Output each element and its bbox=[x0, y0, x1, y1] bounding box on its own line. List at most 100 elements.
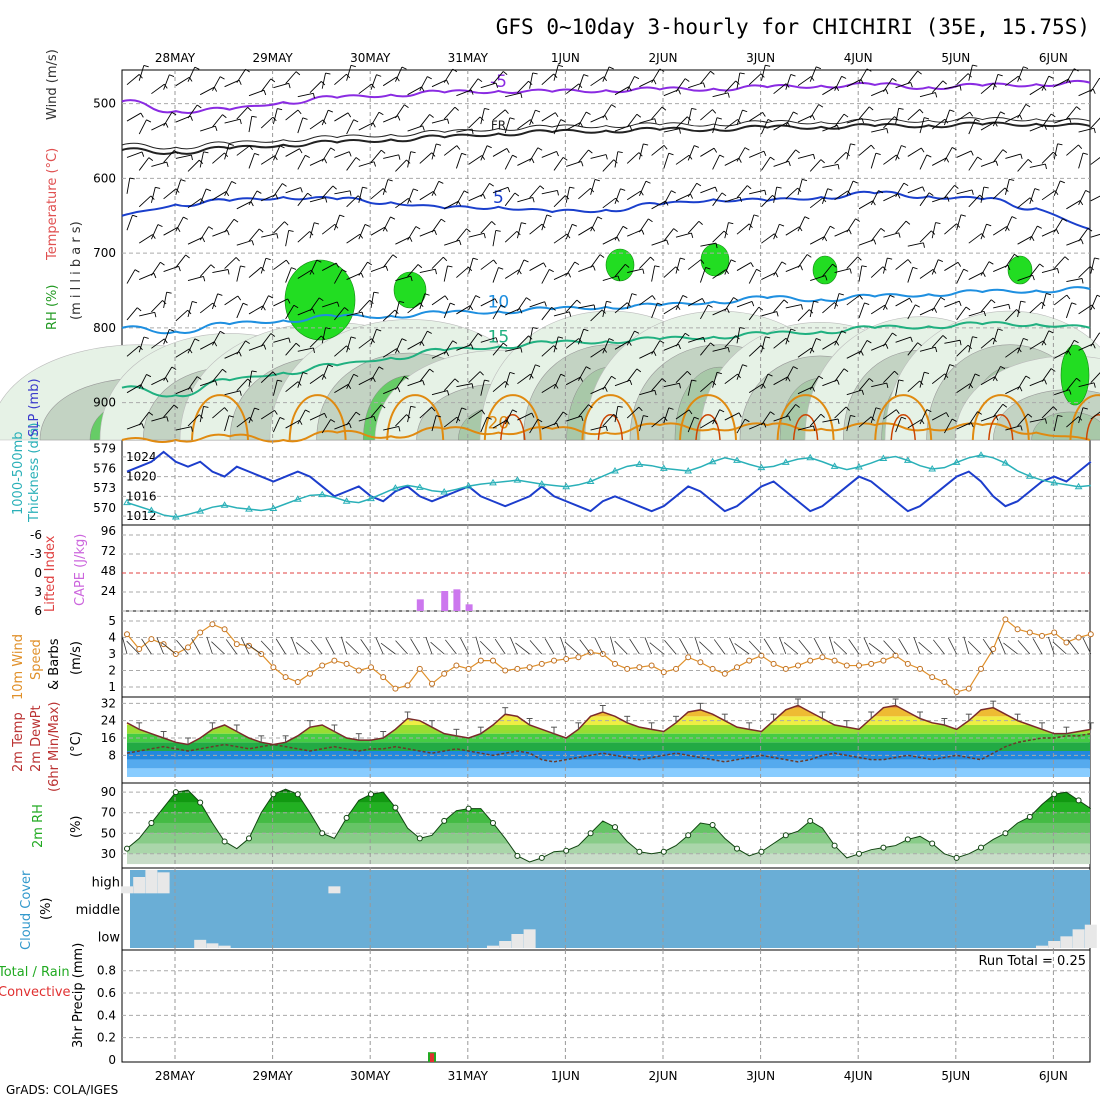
date-label-bottom: 3JUN bbox=[746, 1069, 775, 1083]
wind-barb-flag bbox=[1076, 377, 1081, 382]
wind-barb-flag bbox=[694, 145, 699, 148]
wind-barb-flag bbox=[275, 194, 279, 200]
wind-barb-flag bbox=[942, 80, 947, 85]
wind-barb-flag bbox=[615, 197, 619, 203]
wind-speed-point bbox=[490, 657, 496, 664]
wind-barb-flag bbox=[686, 371, 692, 376]
wind-barb bbox=[334, 73, 347, 86]
temp-tick-label: 24 bbox=[101, 714, 116, 728]
wind-barb-flag bbox=[715, 243, 718, 249]
wind-barb bbox=[1066, 377, 1077, 391]
wind-barb bbox=[712, 269, 727, 279]
wind-barb-10m bbox=[241, 637, 250, 655]
wind-barb-flag bbox=[790, 328, 796, 332]
date-label-top: 5JUN bbox=[941, 51, 970, 65]
wind-barb-10m bbox=[211, 641, 225, 655]
wind-barb-flag bbox=[949, 364, 955, 367]
thickness-marker bbox=[806, 453, 815, 461]
wind-barb-10m bbox=[798, 639, 811, 655]
wind-barb bbox=[297, 92, 314, 98]
wind-barb bbox=[260, 155, 275, 165]
wind-barb-10m bbox=[275, 638, 286, 655]
wind-barb-flag bbox=[1071, 302, 1077, 305]
rh-point bbox=[660, 848, 667, 855]
precip-convective-bar bbox=[430, 1053, 434, 1062]
wind-barb-flag bbox=[763, 151, 767, 156]
wind-barb-flag bbox=[397, 115, 401, 121]
wind-barb bbox=[224, 415, 230, 432]
wind-barb-flag bbox=[746, 185, 752, 190]
wind-barb bbox=[907, 304, 916, 320]
thickness-tick-label: 579 bbox=[93, 442, 116, 456]
warm-contour-lobe bbox=[191, 394, 249, 441]
wind-barb-flag bbox=[579, 376, 584, 382]
wind-barb bbox=[1053, 143, 1058, 160]
wind-barb bbox=[651, 200, 666, 210]
wind-barb bbox=[700, 186, 716, 194]
wind-barb bbox=[602, 66, 610, 82]
wind-speed-point bbox=[233, 641, 240, 648]
wind-barb-flag bbox=[861, 118, 864, 124]
wind-barb-flag bbox=[923, 242, 925, 248]
wind-barb bbox=[456, 190, 465, 206]
wind-barb-flag bbox=[816, 66, 821, 70]
warm-contour-lobe bbox=[776, 394, 835, 441]
wind-barb-flag bbox=[1044, 124, 1047, 130]
wind-speed-point bbox=[978, 665, 984, 672]
wind-barb bbox=[968, 373, 976, 389]
rh-point bbox=[734, 845, 740, 852]
wind-barb bbox=[1004, 216, 1013, 232]
wind-barb bbox=[834, 330, 843, 346]
wind-barb-flag bbox=[775, 272, 779, 278]
wind-barb bbox=[565, 83, 580, 95]
wind-barb-flag bbox=[295, 71, 301, 76]
thickness-marker bbox=[733, 456, 741, 463]
wind-barb bbox=[395, 236, 410, 245]
wind-barb-10m bbox=[813, 637, 823, 655]
wind-barb bbox=[553, 411, 564, 426]
wind-barb bbox=[724, 80, 737, 93]
precip-tick-label: 0.6 bbox=[97, 986, 116, 1000]
warm-contour-lobe bbox=[483, 394, 542, 441]
wind-barb-flag bbox=[1037, 225, 1042, 229]
wind-speed-point bbox=[368, 664, 374, 671]
cape-ylabel-2: CAPE (J/kg) bbox=[73, 534, 88, 606]
wind-barb-10m bbox=[430, 641, 445, 655]
wind-barb bbox=[773, 187, 778, 203]
wind-barb-flag bbox=[353, 373, 359, 377]
wind-barb-flag bbox=[663, 145, 668, 150]
wind-barb bbox=[553, 272, 569, 280]
wind-barb-flag bbox=[228, 143, 234, 146]
thickness-marker bbox=[1074, 482, 1083, 490]
wind-barb bbox=[199, 226, 210, 241]
warm-contour-lobe-25 bbox=[695, 414, 721, 441]
wind-barb-flag bbox=[620, 188, 626, 191]
wind-barb-10m bbox=[963, 636, 970, 655]
wind-barb bbox=[871, 343, 887, 351]
wind-barb bbox=[736, 223, 750, 235]
wind-barb bbox=[285, 230, 290, 247]
wind-barb-flag bbox=[1076, 106, 1081, 111]
wind-barb-flag bbox=[486, 145, 492, 149]
wind-barb-flag bbox=[910, 336, 913, 342]
wind-barb-flag bbox=[824, 275, 828, 281]
wind-barb-flag bbox=[690, 193, 694, 199]
wind-barb bbox=[553, 233, 568, 244]
wind-barb-flag bbox=[1060, 180, 1065, 184]
rh-point bbox=[563, 847, 570, 854]
wind-barb bbox=[1041, 406, 1054, 419]
wind-barb-flag bbox=[812, 115, 816, 121]
wind-barb bbox=[1090, 195, 1100, 202]
rh-area-90 bbox=[393, 271, 427, 309]
wind-barb-flag bbox=[436, 415, 442, 418]
wind-barb bbox=[260, 371, 274, 384]
wind-barb-flag bbox=[446, 79, 450, 85]
wind-barb bbox=[309, 158, 325, 166]
wind-barb bbox=[821, 188, 829, 204]
wind-barb bbox=[309, 119, 324, 130]
wind-barb bbox=[370, 329, 377, 345]
ylabel-wind: Wind (m/s) bbox=[45, 49, 60, 120]
wind-barb-flag bbox=[1068, 389, 1072, 395]
wind-barb-flag bbox=[813, 154, 816, 160]
wind-barb bbox=[260, 295, 269, 311]
